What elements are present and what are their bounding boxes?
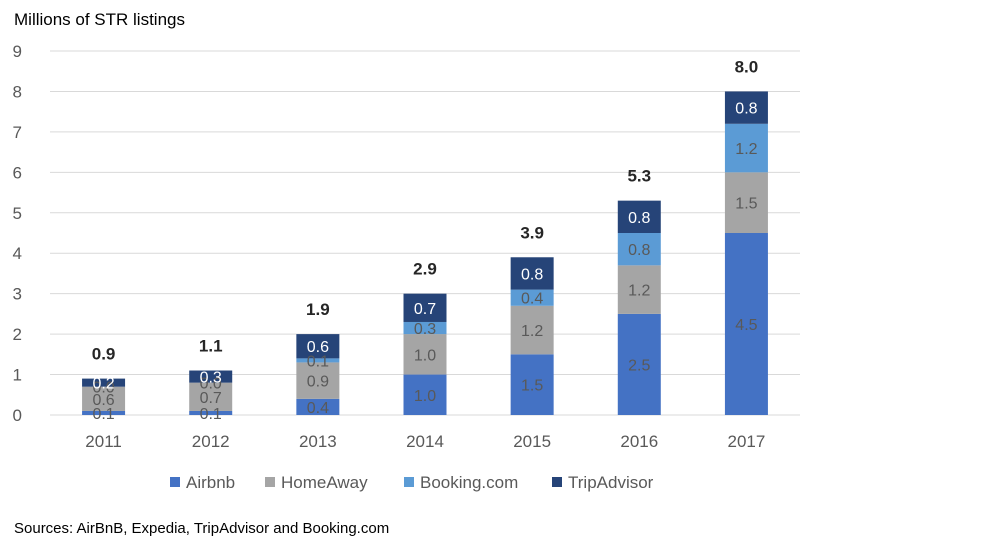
total-label: 3.9 bbox=[520, 223, 544, 242]
legend-entry: HomeAway bbox=[281, 473, 368, 492]
legend-swatch bbox=[404, 477, 414, 487]
x-tick-label: 2016 bbox=[620, 432, 658, 451]
segment-label: 1.0 bbox=[414, 388, 436, 405]
segment-label: 0.8 bbox=[628, 242, 650, 259]
segment-label: 0.0 bbox=[92, 380, 114, 397]
bar-airbnb-2011 bbox=[82, 410, 126, 415]
y-tick-label: 9 bbox=[13, 42, 22, 61]
bar-booking-com-2014 bbox=[403, 321, 447, 335]
source-note: Sources: AirBnB, Expedia, TripAdvisor an… bbox=[14, 520, 389, 537]
y-axis-label: Millions of STR listings bbox=[14, 10, 185, 29]
bar-booking-com-2013 bbox=[296, 358, 340, 363]
segment-label: 1.5 bbox=[735, 196, 757, 213]
bar-tripadvisor-2016 bbox=[617, 200, 661, 233]
legend-entry: Airbnb bbox=[186, 473, 235, 492]
segment-label: 1.2 bbox=[628, 283, 650, 300]
segment-label: 4.5 bbox=[735, 317, 757, 334]
bar-airbnb-2015 bbox=[510, 354, 554, 415]
segment-label: 0.8 bbox=[735, 101, 757, 118]
legend-swatch bbox=[552, 477, 562, 487]
bar-homeaway-2017 bbox=[724, 172, 768, 233]
segment-label: 1.2 bbox=[735, 141, 757, 158]
x-tick-label: 2012 bbox=[192, 432, 230, 451]
segment-label: 0.4 bbox=[521, 291, 543, 308]
segment-label: 0.9 bbox=[307, 374, 329, 391]
bar-homeaway-2013 bbox=[296, 362, 340, 399]
bar-homeaway-2015 bbox=[510, 305, 554, 355]
segment-label: 0.1 bbox=[200, 406, 222, 423]
segment-label: 0.3 bbox=[200, 370, 222, 387]
bar-booking-com-2016 bbox=[617, 233, 661, 266]
bar-booking-com-2017 bbox=[724, 123, 768, 173]
legend-swatch bbox=[170, 477, 180, 487]
bar-airbnb-2014 bbox=[403, 374, 447, 415]
y-tick-labels: 0 1 2 3 4 5 6 7 8 9 bbox=[13, 42, 22, 425]
legend-swatch bbox=[265, 477, 275, 487]
bar-tripadvisor-2012 bbox=[189, 370, 233, 383]
x-tick-label: 2014 bbox=[406, 432, 444, 451]
bar-tripadvisor-2013 bbox=[296, 334, 340, 359]
y-tick-label: 6 bbox=[13, 163, 22, 182]
bar-airbnb-2017 bbox=[724, 233, 768, 415]
bar-tripadvisor-2011 bbox=[82, 378, 126, 387]
segment-label: 0.8 bbox=[521, 266, 543, 283]
bar-booking-com-2015 bbox=[510, 289, 554, 306]
x-tick-labels: 2011 2012 2013 2014 2015 2016 2017 bbox=[85, 432, 765, 451]
segment-label: 1.5 bbox=[521, 378, 543, 395]
y-tick-label: 5 bbox=[13, 204, 22, 223]
bars bbox=[82, 91, 768, 415]
segment-label: 0.4 bbox=[307, 400, 329, 417]
bar-homeaway-2014 bbox=[403, 334, 447, 375]
bar-airbnb-2016 bbox=[617, 313, 661, 415]
x-tick-label: 2011 bbox=[85, 432, 122, 451]
total-label: 1.1 bbox=[199, 337, 223, 356]
segment-label: 0.8 bbox=[628, 210, 650, 227]
gridlines bbox=[50, 50, 800, 416]
y-tick-label: 0 bbox=[13, 406, 22, 425]
y-tick-label: 2 bbox=[13, 325, 22, 344]
segment-label: 0.7 bbox=[200, 390, 222, 407]
y-tick-label: 7 bbox=[13, 123, 22, 142]
total-label: 8.0 bbox=[735, 57, 759, 76]
y-tick-label: 1 bbox=[13, 366, 22, 385]
segment-label: 0.6 bbox=[92, 392, 114, 409]
total-label: 1.9 bbox=[306, 300, 330, 319]
segment-label: 1.0 bbox=[414, 347, 436, 364]
x-tick-label: 2015 bbox=[513, 432, 551, 451]
bar-tripadvisor-2017 bbox=[724, 91, 768, 124]
segment-label: 1.2 bbox=[521, 323, 543, 340]
segment-label: 0.7 bbox=[414, 301, 436, 318]
total-label: 5.3 bbox=[627, 167, 651, 186]
segment-label: 0.3 bbox=[414, 321, 436, 338]
segment-label: 0.0 bbox=[200, 376, 222, 393]
y-tick-label: 4 bbox=[13, 244, 22, 263]
x-tick-label: 2017 bbox=[728, 432, 766, 451]
y-tick-label: 8 bbox=[13, 82, 22, 101]
legend-entry: Booking.com bbox=[420, 473, 518, 492]
bar-homeaway-2012 bbox=[189, 382, 233, 411]
bar-airbnb-2013 bbox=[296, 398, 340, 415]
bar-tripadvisor-2015 bbox=[510, 257, 554, 290]
legend: Airbnb HomeAway Booking.com TripAdvisor bbox=[170, 473, 654, 492]
bar-airbnb-2012 bbox=[189, 410, 233, 415]
total-label: 0.9 bbox=[92, 345, 116, 364]
segment-label: 0.6 bbox=[307, 339, 329, 356]
segment-label: 2.5 bbox=[628, 357, 650, 374]
total-label: 2.9 bbox=[413, 260, 437, 279]
y-tick-label: 3 bbox=[13, 285, 22, 304]
segment-labels: 0.10.60.00.20.10.70.00.30.40.90.10.61.01… bbox=[92, 101, 757, 423]
total-labels: 0.9 1.1 1.9 2.9 3.9 5.3 8.0 bbox=[92, 57, 758, 363]
bar-homeaway-2016 bbox=[617, 265, 661, 314]
segment-label: 0.1 bbox=[92, 406, 114, 423]
bar-homeaway-2011 bbox=[82, 386, 126, 411]
bar-tripadvisor-2014 bbox=[403, 293, 447, 322]
legend-entry: TripAdvisor bbox=[568, 473, 654, 492]
x-tick-label: 2013 bbox=[299, 432, 337, 451]
segment-label: 0.1 bbox=[307, 353, 329, 370]
segment-label: 0.2 bbox=[92, 376, 114, 393]
